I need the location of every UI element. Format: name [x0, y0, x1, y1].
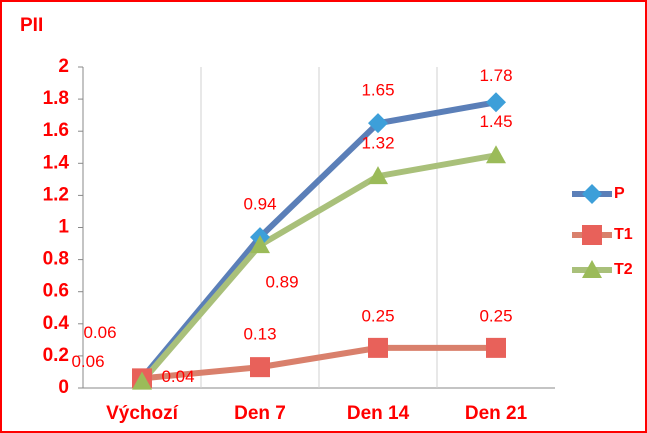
chart-title: PII	[20, 15, 43, 36]
data-label: 0.25	[479, 306, 512, 325]
y-tick-label: 1.2	[43, 184, 69, 205]
y-tick-label: 0.2	[43, 345, 69, 366]
data-point	[368, 166, 388, 185]
data-point	[486, 145, 506, 164]
data-label: 0.13	[243, 325, 276, 344]
legend-label: T2	[614, 261, 633, 278]
x-tick-label: Výchozí	[106, 403, 179, 424]
x-tick-label: Den 14	[347, 403, 410, 424]
x-tick-label: Den 7	[234, 403, 286, 424]
data-point	[250, 235, 270, 254]
data-label: 1.45	[479, 112, 512, 131]
y-tick-label: 0.6	[43, 281, 69, 302]
data-label: 1.32	[361, 134, 394, 153]
y-tick-label: 0.4	[43, 313, 70, 334]
data-label: 0.04	[161, 367, 194, 386]
series-line	[139, 99, 497, 381]
data-label: 0.06	[83, 323, 116, 342]
data-point	[250, 357, 270, 378]
data-label: 1.65	[361, 81, 394, 100]
data-point	[368, 337, 388, 358]
data-point	[486, 92, 506, 113]
legend-marker	[582, 225, 602, 245]
legend-label: P	[614, 185, 625, 202]
legend-marker	[582, 184, 602, 204]
y-tick-label: 1.4	[43, 152, 70, 173]
data-point	[132, 371, 152, 390]
series-line	[139, 152, 497, 384]
data-point	[486, 337, 506, 358]
data-label: 0.94	[243, 195, 276, 214]
y-tick-label: 1.8	[43, 88, 69, 109]
x-tick-label: Den 21	[465, 403, 528, 424]
y-tick-label: 1.6	[43, 120, 69, 141]
y-tick-label: 1	[58, 217, 69, 238]
data-label: 0.89	[265, 273, 298, 292]
legend-marker	[582, 260, 602, 278]
y-tick-label: 2	[58, 56, 69, 77]
data-label: 0.06	[71, 352, 104, 371]
y-tick-label: 0.8	[43, 249, 69, 270]
data-label: 1.78	[479, 66, 512, 85]
data-point	[368, 113, 388, 134]
series-line	[141, 344, 496, 382]
legend-label: T1	[614, 226, 633, 243]
y-tick-label: 0	[58, 377, 69, 398]
data-label: 0.25	[361, 306, 394, 325]
